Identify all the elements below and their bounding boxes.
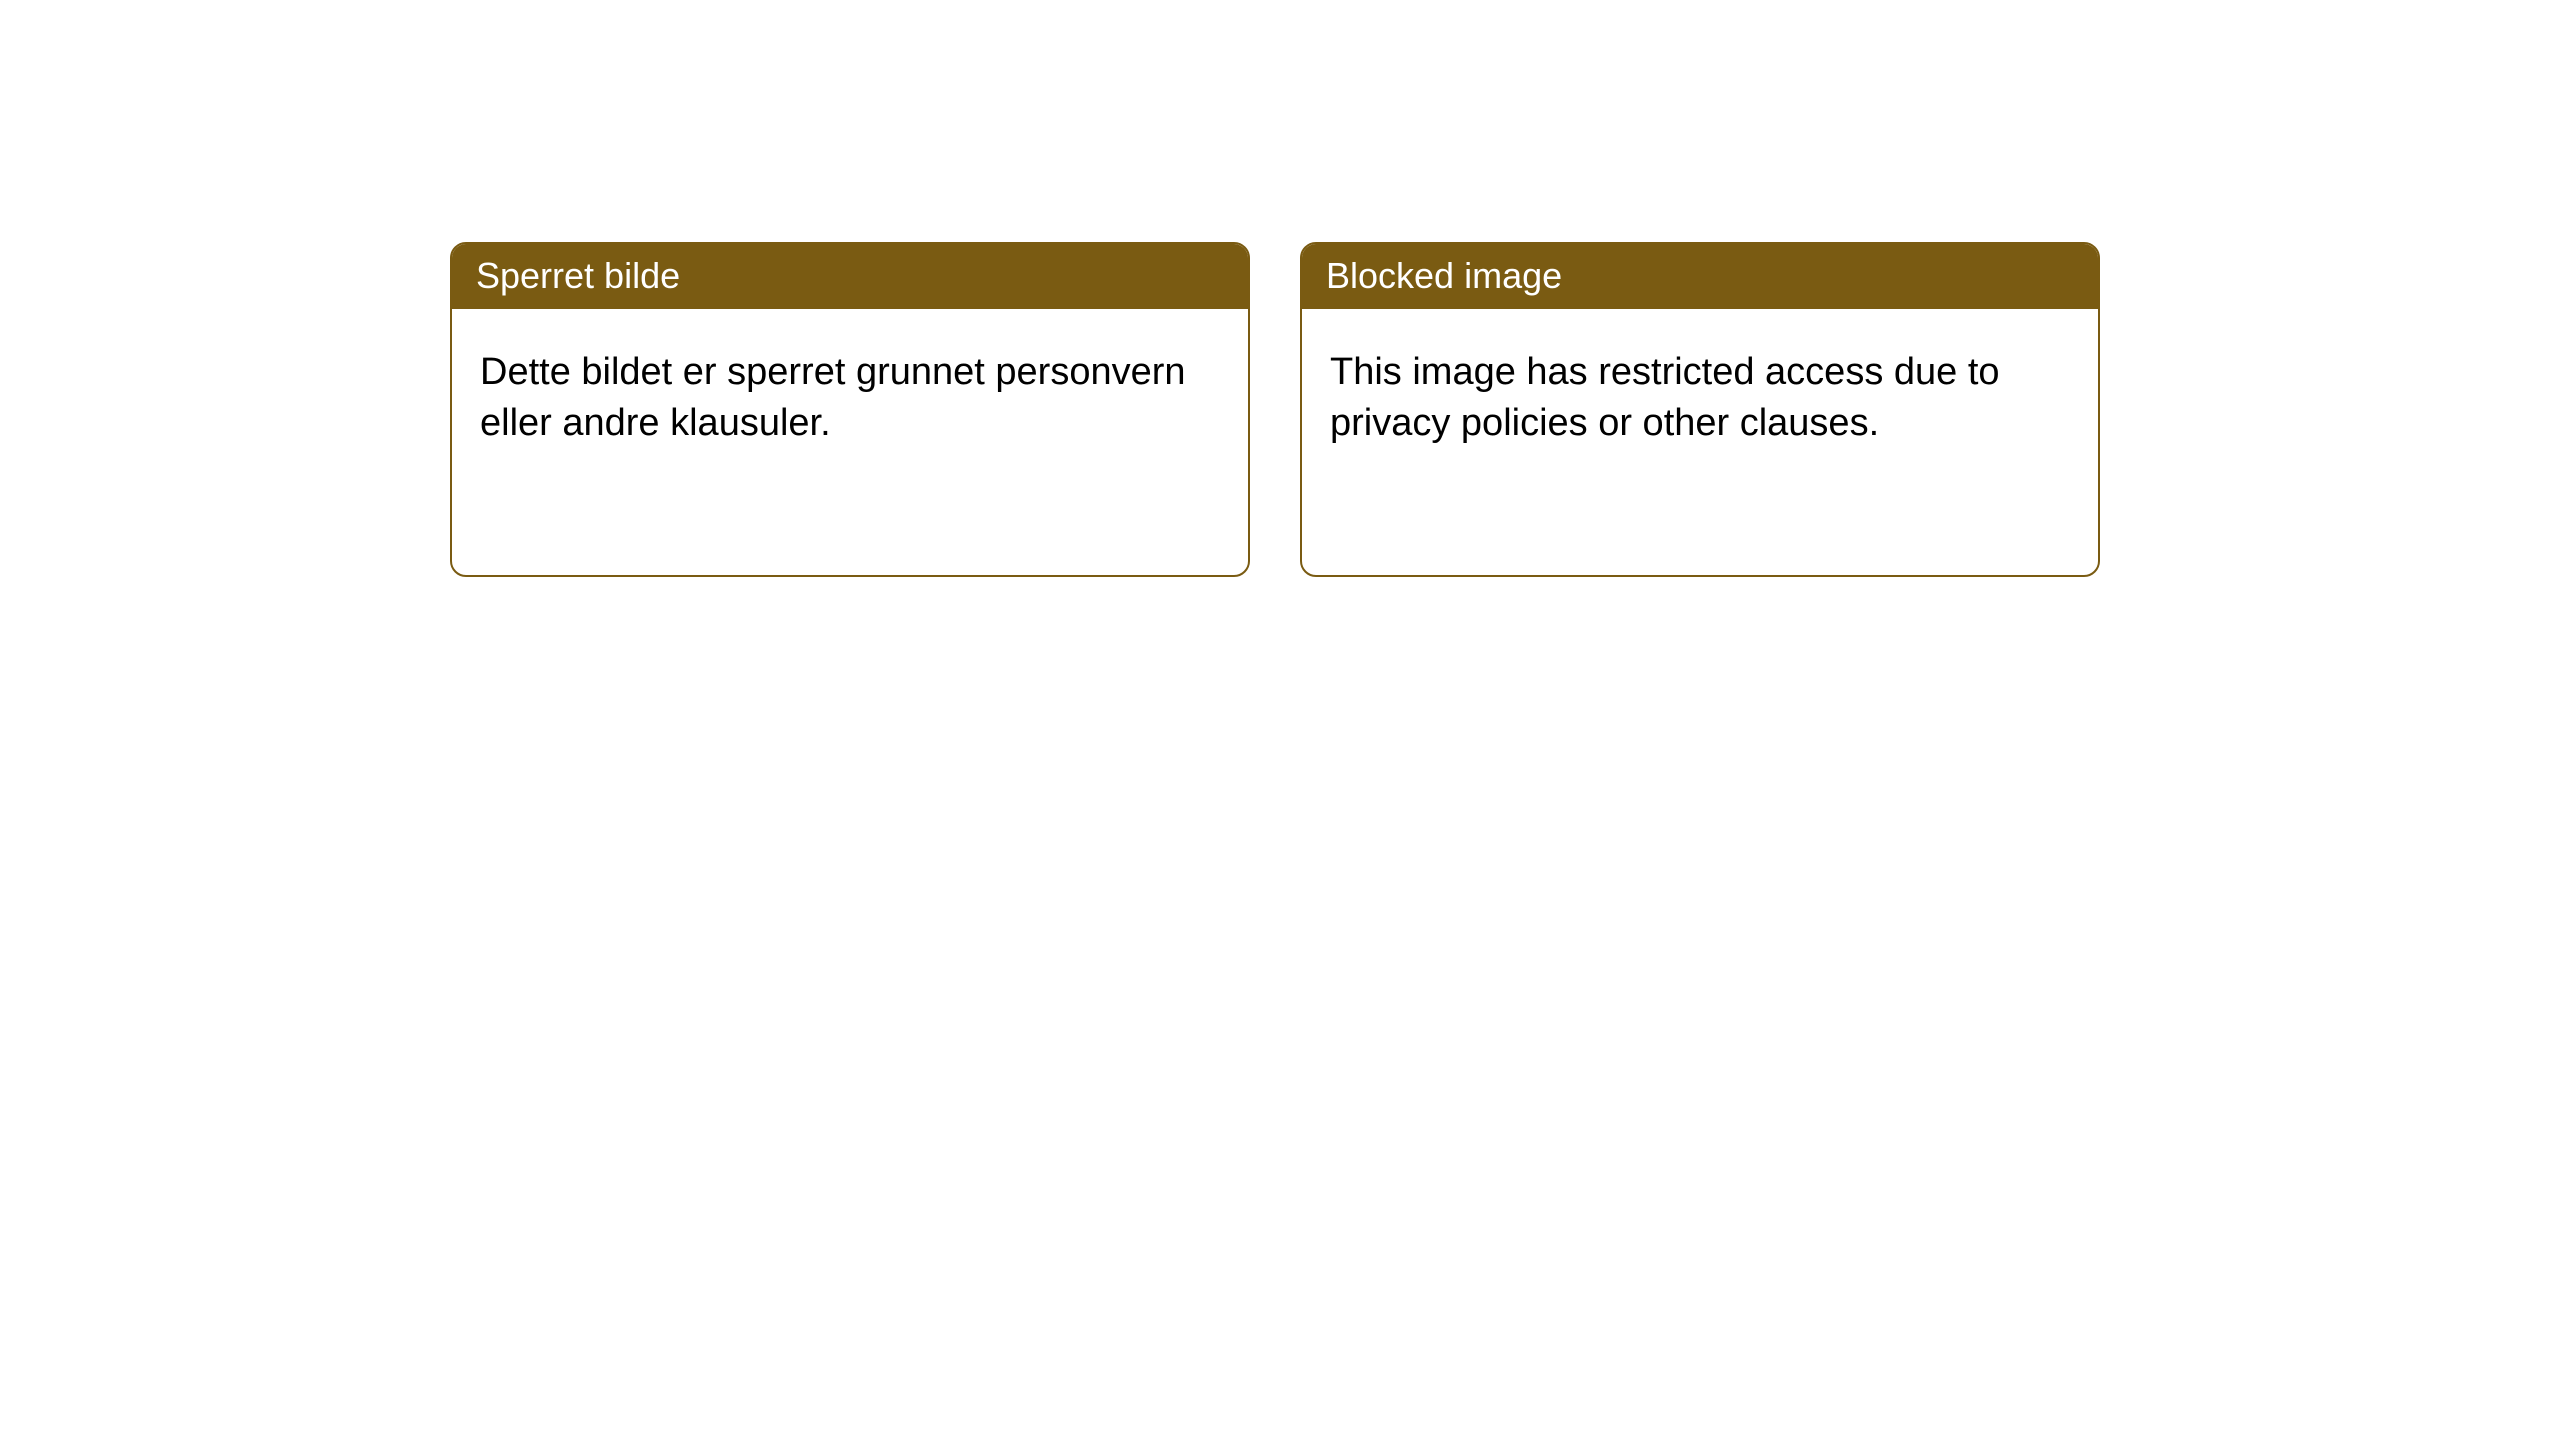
notice-body: Dette bildet er sperret grunnet personve… <box>452 309 1248 478</box>
notice-title: Sperret bilde <box>476 255 680 296</box>
notice-container: Sperret bilde Dette bildet er sperret gr… <box>0 0 2560 577</box>
notice-body: This image has restricted access due to … <box>1302 309 2098 478</box>
notice-title: Blocked image <box>1326 255 1562 296</box>
notice-text: Dette bildet er sperret grunnet personve… <box>480 351 1186 444</box>
notice-box-english: Blocked image This image has restricted … <box>1300 242 2100 577</box>
notice-header: Sperret bilde <box>452 244 1248 309</box>
notice-header: Blocked image <box>1302 244 2098 309</box>
notice-text: This image has restricted access due to … <box>1330 351 2000 444</box>
notice-box-norwegian: Sperret bilde Dette bildet er sperret gr… <box>450 242 1250 577</box>
